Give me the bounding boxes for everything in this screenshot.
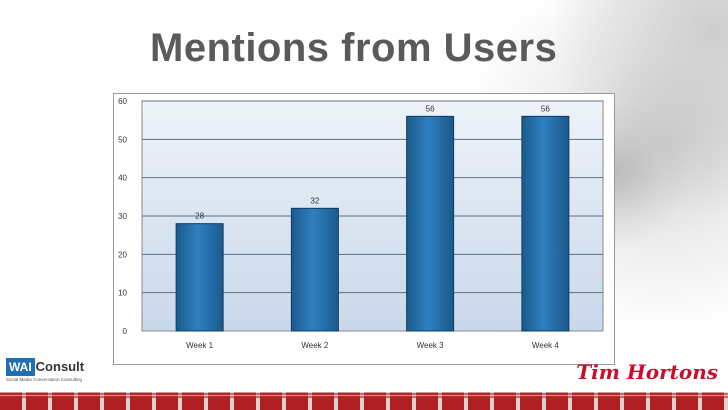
y-tick-label: 40: [118, 174, 127, 183]
y-tick-label: 20: [118, 250, 127, 259]
bar: [521, 115, 570, 332]
logo-tagline: Social Media Conversation Consulting: [6, 377, 83, 382]
x-tick-label: Week 1: [186, 341, 214, 350]
footer-stripe: [0, 392, 728, 410]
data-label: 56: [426, 104, 435, 113]
x-tick-label: Week 4: [532, 341, 560, 350]
logo-box-text: WAI: [6, 358, 35, 376]
data-label: 28: [195, 212, 204, 221]
y-tick-label: 10: [118, 289, 127, 298]
x-tick-label: Week 2: [301, 341, 329, 350]
y-tick-label: 30: [118, 212, 127, 221]
x-tick-label: Week 3: [417, 341, 445, 350]
wai-consult-logo: WAI Consult Social Media Conversation Con…: [6, 358, 116, 388]
bar: [175, 223, 224, 332]
logo-word-text: Consult: [35, 359, 85, 374]
bar: [406, 115, 455, 332]
bar-chart: 0 10 20 30 40 50 60 28 Week 1 32 Week 2 56 Week 3 56 W…: [118, 97, 604, 350]
tim-hortons-logo: Tim Hortons: [576, 360, 718, 384]
y-tick-label: 50: [118, 135, 127, 144]
y-tick-label: 0: [123, 327, 128, 336]
slide-title: Mentions from Users: [150, 26, 558, 70]
data-label: 32: [310, 196, 319, 205]
data-label: 56: [541, 104, 550, 113]
bar: [290, 207, 339, 332]
y-tick-label: 60: [118, 97, 127, 106]
